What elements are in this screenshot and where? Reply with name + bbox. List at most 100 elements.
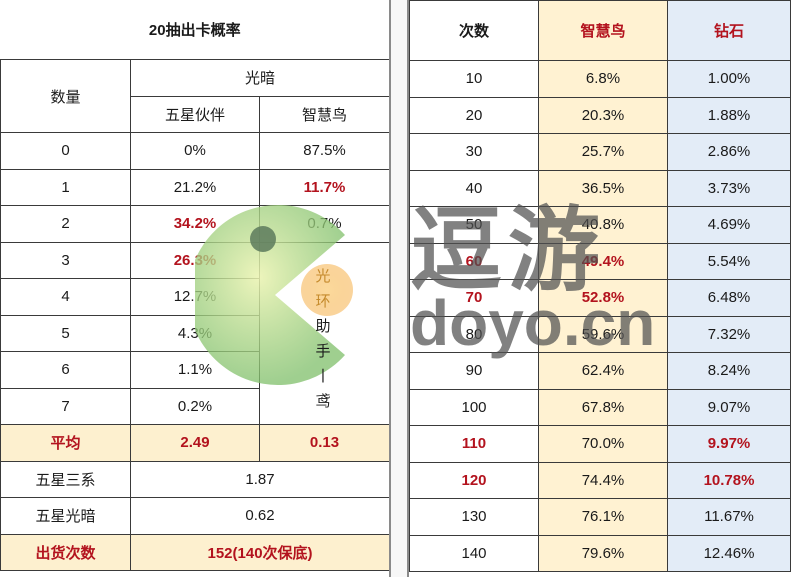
table-row: 3 26.3% (0, 241, 391, 425)
times-cell: 90 (409, 352, 539, 390)
wisdom-bird-cell: 59.6% (538, 315, 668, 353)
times-cell: 40 (409, 169, 539, 207)
table-row: 30 25.7% 2.86% (409, 133, 791, 171)
count-cell: 4 (0, 278, 131, 316)
five-star-three-row: 五星三系 1.87 (0, 460, 391, 498)
five-star-cell: 12.7% (130, 278, 260, 316)
five-star-light-dark-row: 五星光暗 0.62 (0, 497, 391, 535)
times-cell: 50 (409, 206, 539, 244)
table-row: 20 20.3% 1.88% (409, 96, 791, 134)
count-cell: 3 (0, 241, 131, 279)
wisdom-bird-cell: 76.1% (538, 498, 668, 536)
diamond-cell: 5.54% (667, 242, 791, 280)
table-row: 40 36.5% 3.73% (409, 169, 791, 207)
five-star-light-dark-value: 0.62 (129, 497, 391, 535)
cumulative-probability-table: 次数 智慧鸟 钻石 10 6.8% 1.00% 20 20.3% 1.88% 3… (409, 0, 791, 572)
five-star-cell: 34.2% (130, 205, 260, 243)
wisdom-bird-cell: 62.4% (538, 352, 668, 390)
five-star-cell: 0.2% (130, 387, 260, 425)
five-star-three-value: 1.87 (129, 460, 391, 498)
times-cell: 100 (409, 388, 539, 426)
table-row: 2 34.2% 0.7% (0, 205, 391, 243)
times-cell: 120 (409, 461, 539, 499)
wisdom-bird-cell: 6.8% (538, 60, 668, 98)
times-cell: 80 (409, 315, 539, 353)
diamond-cell: 12.46% (667, 534, 791, 572)
five-star-light-dark-label: 五星光暗 (0, 497, 131, 535)
five-star-cell: 21.2% (130, 168, 260, 206)
table-row: 120 74.4% 10.78% (409, 461, 791, 499)
table-row: 90 62.4% 8.24% (409, 352, 791, 390)
times-cell: 140 (409, 534, 539, 572)
light-dark-header: 光暗 (129, 59, 391, 97)
count-header: 数量 (0, 59, 131, 133)
count-cell: 6 (0, 351, 131, 389)
table-row: 130 76.1% 11.67% (409, 498, 791, 536)
times-cell: 110 (409, 425, 539, 463)
five-star-cell: 4.3% (130, 314, 260, 352)
average-five-star: 2.49 (130, 424, 260, 462)
table-divider (389, 0, 409, 577)
table-row: 60 49.4% 5.54% (409, 242, 791, 280)
five-star-cell: 0% (130, 132, 260, 170)
average-wisdom-bird: 0.13 (258, 424, 391, 462)
diamond-cell: 8.24% (667, 352, 791, 390)
table-row: 10 6.8% 1.00% (409, 60, 791, 98)
diamond-cell: 10.78% (667, 461, 791, 499)
count-cell: 7 (0, 387, 131, 425)
wisdom-bird-cell: 49.4% (538, 242, 668, 280)
wisdom-bird-cell: 79.6% (538, 534, 668, 572)
average-label: 平均 (0, 424, 131, 462)
wisdom-bird-cell: 87.5% (258, 132, 391, 170)
table-row: 50 40.8% 4.69% (409, 206, 791, 244)
wisdom-bird-cell: 36.5% (538, 169, 668, 207)
diamond-cell: 11.67% (667, 498, 791, 536)
five-star-cell: 26.3% (130, 241, 260, 279)
card-probability-table: 20抽出卡概率 数量 光暗 五星伙伴 智慧鸟 0 0% 87.5% 1 21.2… (0, 0, 391, 571)
diamond-cell: 9.07% (667, 388, 791, 426)
wisdom-bird-cell: 20.3% (538, 96, 668, 134)
times-cell: 70 (409, 279, 539, 317)
diamond-cell: 3.73% (667, 169, 791, 207)
wisdom-bird-cell: 67.8% (538, 388, 668, 426)
wisdom-bird-header: 智慧鸟 (538, 0, 668, 61)
diamond-cell: 9.97% (667, 425, 791, 463)
five-star-cell: 1.1% (130, 351, 260, 389)
diamond-cell: 1.00% (667, 60, 791, 98)
count-cell: 0 (0, 132, 131, 170)
wisdom-bird-cell: 11.7% (258, 168, 391, 206)
table-row: 7 0.2% (0, 387, 390, 425)
table-row: 70 52.8% 6.48% (409, 279, 791, 317)
five-star-three-label: 五星三系 (0, 460, 131, 498)
wisdom-bird-cell: 25.7% (538, 133, 668, 171)
count-cell: 2 (0, 205, 131, 243)
merged-empty-cell (258, 241, 391, 425)
diamond-cell: 2.86% (667, 133, 791, 171)
diamond-header: 钻石 (667, 0, 791, 61)
table-row: 110 70.0% 9.97% (409, 425, 791, 463)
table-row: 100 67.8% 9.07% (409, 388, 791, 426)
times-cell: 30 (409, 133, 539, 171)
wisdom-bird-cell: 70.0% (538, 425, 668, 463)
diamond-cell: 4.69% (667, 206, 791, 244)
table-title: 20抽出卡概率 (0, 0, 391, 60)
wisdom-bird-cell: 0.7% (258, 205, 391, 243)
diamond-cell: 1.88% (667, 96, 791, 134)
times-cell: 20 (409, 96, 539, 134)
average-row: 平均 2.49 0.13 (0, 424, 391, 462)
table-row: 140 79.6% 12.46% (409, 534, 791, 572)
wisdom-bird-cell: 40.8% (538, 206, 668, 244)
times-cell: 10 (409, 60, 539, 98)
count-cell: 5 (0, 314, 131, 352)
wisdom-bird-cell: 52.8% (538, 279, 668, 317)
table-row: 80 59.6% 7.32% (409, 315, 791, 353)
times-cell: 130 (409, 498, 539, 536)
wisdom-bird-header: 智慧鸟 (258, 95, 391, 133)
table-row: 0 0% 87.5% (0, 132, 391, 170)
times-cell: 60 (409, 242, 539, 280)
table-row: 1 21.2% 11.7% (0, 168, 391, 206)
count-cell: 1 (0, 168, 131, 206)
five-star-partner-header: 五星伙伴 (130, 95, 260, 133)
draws-to-obtain-label: 出货次数 (0, 533, 131, 571)
diamond-cell: 6.48% (667, 279, 791, 317)
